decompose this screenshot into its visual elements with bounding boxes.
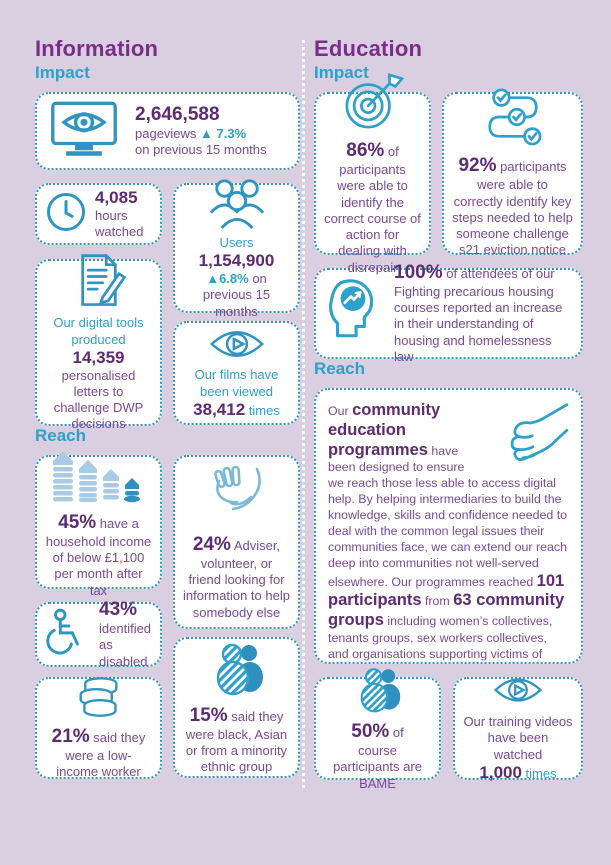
hours-value: 4,085	[95, 187, 138, 207]
digital-tools-card: Our digital tools produced 14,359 person…	[35, 254, 162, 431]
community-p7: including women’s collectives, tenants g…	[328, 614, 553, 661]
education-reach-title: Reach	[314, 359, 366, 378]
attendees-value: 100%	[394, 261, 443, 283]
pageviews-card: 2,646,588 pageviews ▲ 7.3% on previous 1…	[35, 92, 300, 170]
bame-card: 50% of course participants are BAME	[314, 668, 442, 791]
eviction-value: 92%	[458, 155, 497, 177]
attendees-card: 100% of attendees of our Fighting precar…	[314, 262, 583, 364]
training-lead1: Our training videos	[463, 714, 573, 730]
films-card: Our films have been viewed 38,412 times	[173, 321, 300, 425]
information-impact-title: Impact	[35, 63, 90, 82]
pageviews-label: pageviews	[135, 125, 201, 141]
ethnicity-text: said they were black, Asian or from a mi…	[185, 708, 288, 775]
income-value: 45%	[58, 512, 97, 534]
adviser-text: Adviser, volunteer, or friend looking fo…	[183, 538, 290, 620]
disrepair-text: of participants were able to identify th…	[324, 144, 421, 275]
community-p2: community education programmes	[328, 401, 441, 459]
community-p3: have been designed to ensure we reach th…	[328, 443, 568, 589]
wheelchair-icon	[45, 608, 91, 661]
money-stacks-icon	[46, 445, 152, 508]
steps-path-icon	[482, 88, 544, 151]
people-duo-icon	[207, 640, 267, 701]
letter-pencil-icon	[70, 252, 128, 315]
education-title: Education	[314, 36, 423, 61]
bame-suffix: of	[389, 725, 404, 741]
ethnicity-card: 15% said they were black, Asian or from …	[173, 637, 300, 778]
training-suffix: times	[521, 765, 557, 781]
bame-text: course participants are BAME	[333, 743, 422, 791]
ethnicity-value: 15%	[189, 704, 228, 726]
education-impact-title: Impact	[314, 63, 369, 82]
low-income-card: 21% said they were a low-income worker	[35, 676, 162, 779]
community-p5: from	[421, 594, 454, 609]
pageviews-sub: on previous 15 months	[135, 141, 267, 157]
disrepair-value: 86%	[346, 140, 385, 162]
household-income-card: 45% have a household income of below £1,…	[35, 451, 162, 598]
bame-value: 50%	[351, 721, 390, 743]
users-delta: ▲6.8%	[206, 271, 249, 287]
tools-lead: Our digital tools produced	[53, 315, 144, 347]
adviser-card: 24% Adviser, volunteer, or friend lookin…	[173, 455, 300, 629]
low-income-text: said they were a low-income worker	[56, 729, 146, 779]
people-duo-icon	[352, 665, 404, 718]
users-label: Users	[219, 235, 254, 251]
head-brain-icon	[324, 278, 382, 349]
tools-rest: personalised letters to challenge DWP de…	[53, 367, 144, 432]
handshake-icon	[477, 401, 569, 470]
training-value: 1,000	[479, 762, 522, 782]
hours-watched-card: 4,085 hours watched	[35, 183, 162, 245]
disabled-value: 43%	[99, 599, 138, 621]
eye-play-icon	[208, 326, 266, 367]
hours-line1: hours	[95, 207, 128, 223]
training-lead2: have been watched	[487, 730, 549, 762]
eviction-text: participants were able to correctly iden…	[452, 159, 573, 258]
disabled-card: 43% identified as disabled	[35, 599, 162, 670]
films-value: 38,412	[193, 399, 246, 419]
community-p4: 101 participants	[328, 571, 565, 610]
information-reach-title: Reach	[35, 426, 87, 445]
films-suffix: times	[245, 402, 280, 418]
eye-play-icon	[492, 674, 544, 711]
target-dart-icon	[342, 71, 404, 136]
community-p6: 63 community groups	[328, 591, 565, 630]
column-divider	[302, 40, 305, 788]
community-p1: Our	[328, 404, 353, 418]
community-education-card: Our community education programmes have …	[314, 388, 583, 664]
pageviews-delta: ▲ 7.3%	[200, 125, 247, 141]
users-icon	[206, 176, 268, 235]
tools-value: 14,359	[72, 347, 125, 367]
disabled-line2: as disabled	[99, 637, 148, 669]
adviser-value: 24%	[192, 534, 231, 556]
coins-icon	[71, 676, 127, 723]
users-sub: previous 15 months	[202, 287, 271, 319]
users-delta-suffix: on	[248, 271, 267, 287]
hours-text: 4,085 hours watched	[95, 188, 143, 240]
information-title: Information	[35, 36, 159, 61]
eviction-card: 92% participants were able to correctly …	[442, 89, 583, 258]
helping-hands-icon	[205, 463, 269, 530]
hours-line2: watched	[95, 223, 144, 239]
pageviews-value: 2,646,588	[135, 103, 220, 125]
education-column: Education Impact 86% of participants wer…	[314, 36, 583, 791]
community-paragraph: Our community education programmes have …	[328, 401, 569, 662]
low-income-value: 21%	[51, 725, 90, 747]
clock-icon	[45, 191, 87, 238]
disrepair-card: 86% of participants were able to identif…	[314, 73, 431, 275]
income-text: have a household income of below £1,100 …	[45, 516, 152, 598]
users-value: 1,154,900	[198, 251, 275, 271]
films-lead: Our films have been viewed	[194, 367, 279, 399]
pageviews-text: 2,646,588 pageviews ▲ 7.3% on previous 1…	[135, 104, 267, 158]
disabled-line1: identified	[99, 621, 152, 637]
information-column: Information Impact 2,646,588 pageviews ▲…	[35, 36, 300, 779]
disabled-text: 43% identified as disabled	[99, 599, 152, 670]
monitor-eye-icon	[45, 100, 123, 163]
users-card: Users 1,154,900 ▲6.8% on previous 15 mon…	[173, 179, 300, 319]
attendees-text: of attendees of our Fighting precarious …	[394, 265, 563, 364]
training-videos-card: Our training videos have been watched 1,…	[453, 674, 583, 782]
